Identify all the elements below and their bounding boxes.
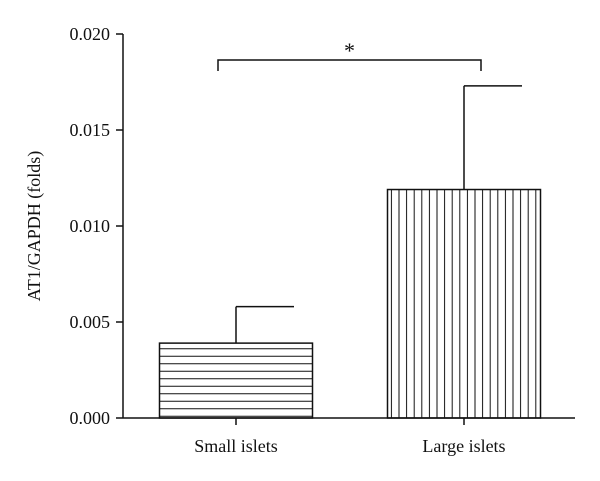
- error-bars-layer: [235, 85, 522, 344]
- x-tick-label: Large islets: [422, 436, 505, 456]
- x-tick-label: Small islets: [194, 436, 278, 456]
- bar-small-islets: [158, 342, 314, 419]
- error-bar-1: [235, 305, 294, 344]
- bar-large-islets: [386, 188, 542, 419]
- y-axis-title: AT1/GAPDH (folds): [24, 151, 45, 302]
- significance-annotation: *: [217, 38, 482, 71]
- bars-layer: [158, 188, 542, 419]
- y-tick-label: 0.000: [70, 408, 111, 428]
- y-tick-label: 0.010: [70, 216, 111, 236]
- y-tick-label: 0.020: [70, 24, 111, 44]
- y-axis: 0.000 0.005 0.010 0.015 0.020: [70, 24, 124, 428]
- y-tick-label: 0.015: [70, 120, 111, 140]
- significance-bracket: [217, 59, 482, 71]
- y-tick-label: 0.005: [70, 312, 111, 332]
- significance-star: *: [344, 38, 355, 63]
- error-bar-2: [463, 85, 522, 190]
- x-axis: Small islets Large islets: [123, 417, 575, 456]
